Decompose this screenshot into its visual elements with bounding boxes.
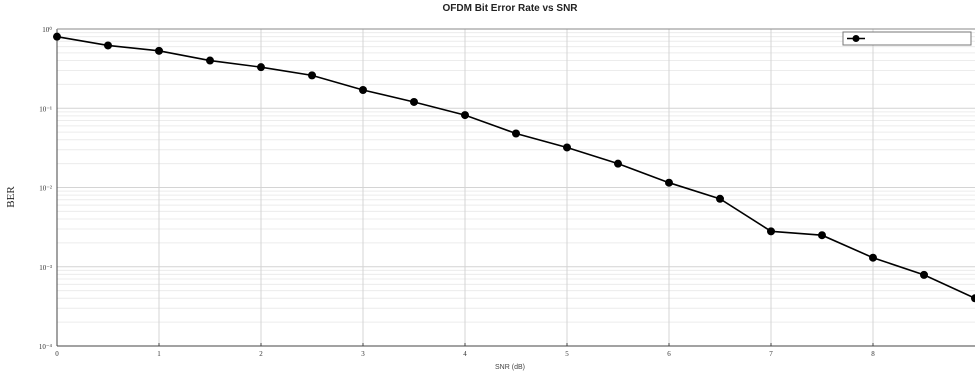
x-tick-label: 6 [667,350,671,358]
data-point [308,71,316,80]
x-tick-label: 7 [769,350,773,358]
series-layer [53,32,975,303]
data-point [971,294,975,303]
legend-marker [852,35,860,42]
legend [842,31,972,46]
data-point [104,41,112,50]
data-point [410,97,418,106]
data-point [461,111,469,120]
y-tick-label: 10⁻⁴ [39,343,53,351]
x-tick-label: 8 [871,350,875,358]
legend-box [842,31,972,46]
x-tick-label: 0 [55,350,59,358]
x-tick-label: 3 [361,350,365,358]
axes [56,28,975,347]
data-point [53,32,61,41]
data-point [665,178,673,187]
y-tick-label: 10⁻² [39,185,52,193]
data-point [767,227,775,236]
y-tick-label: 10⁰ [42,26,52,34]
data-point [206,56,214,65]
y-tick-label: 10⁻¹ [39,105,52,113]
data-point [716,194,724,203]
x-tick-label: 1 [157,350,161,358]
data-point [563,143,571,152]
x-tick-label: 4 [463,350,467,358]
y-tick-label: 10⁻³ [39,264,52,272]
data-point [257,63,265,72]
y-axis-label: BER [5,186,17,208]
data-point [614,159,622,168]
data-point [359,85,367,94]
data-point [818,231,826,240]
x-axis-label: SNR (dB) [495,364,525,371]
data-point [155,46,163,55]
tick-labels: 0 1 2 3 4 5 6 7 8 10⁰ 10⁻¹ 10⁻² 10⁻³ 10⁻⁴ [39,26,875,358]
data-point [869,253,877,262]
data-point [512,129,520,138]
grid [56,28,975,347]
x-tick-label: 5 [565,350,569,358]
x-tick-label: 2 [259,350,263,358]
data-point [920,270,928,279]
chart-title: OFDM Bit Error Rate vs SNR [442,3,578,14]
